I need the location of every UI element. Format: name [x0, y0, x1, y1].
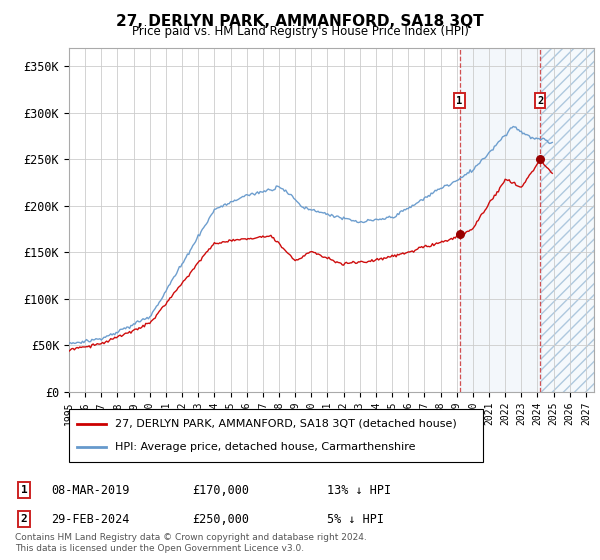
Point [455, 229, 464, 238]
Bar [541, 48, 594, 392]
Text: 27, DERLYN PARK, AMMANFORD, SA18 3QT (detached house): 27, DERLYN PARK, AMMANFORD, SA18 3QT (de… [115, 419, 456, 429]
Text: 1: 1 [457, 96, 463, 106]
FancyBboxPatch shape [69, 409, 483, 462]
Point [535, 155, 545, 164]
Text: 2: 2 [537, 96, 543, 106]
Bar [541, 48, 594, 392]
Text: 1: 1 [20, 485, 28, 495]
Text: 27, DERLYN PARK, AMMANFORD, SA18 3QT: 27, DERLYN PARK, AMMANFORD, SA18 3QT [116, 14, 484, 29]
Text: 08-MAR-2019: 08-MAR-2019 [51, 483, 130, 497]
Text: 2: 2 [20, 514, 28, 524]
Text: 13% ↓ HPI: 13% ↓ HPI [327, 483, 391, 497]
Text: Price paid vs. HM Land Registry's House Price Index (HPI): Price paid vs. HM Land Registry's House … [131, 25, 469, 38]
Text: £170,000: £170,000 [192, 483, 249, 497]
Text: 29-FEB-2024: 29-FEB-2024 [51, 512, 130, 526]
Text: 5% ↓ HPI: 5% ↓ HPI [327, 512, 384, 526]
Text: Contains HM Land Registry data © Crown copyright and database right 2024.
This d: Contains HM Land Registry data © Crown c… [15, 533, 367, 553]
Text: £250,000: £250,000 [192, 512, 249, 526]
Bar [460, 48, 541, 392]
Text: HPI: Average price, detached house, Carmarthenshire: HPI: Average price, detached house, Carm… [115, 442, 415, 452]
